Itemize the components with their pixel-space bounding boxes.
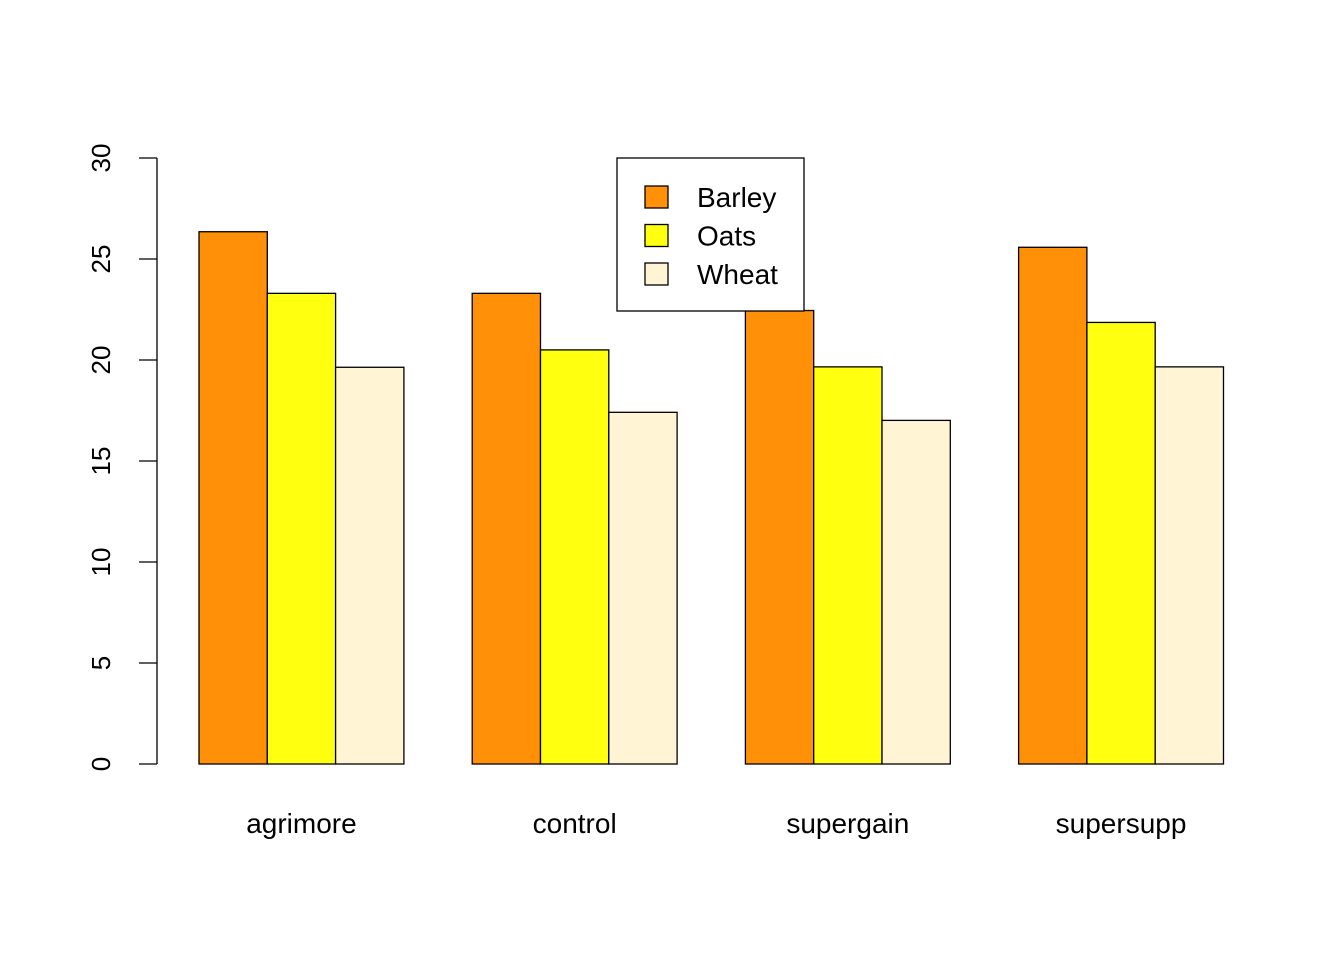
y-tick-label: 30 xyxy=(86,144,116,173)
bar-oats-supersupp xyxy=(1086,321,1156,765)
bar-wheat-supersupp xyxy=(1154,366,1225,765)
y-tick-label: 20 xyxy=(86,346,116,375)
x-tick-label-agrimore: agrimore xyxy=(246,808,356,839)
y-tick-label: 0 xyxy=(86,757,116,771)
bar-wheat-supergain xyxy=(881,419,951,765)
bar-oats-agrimore xyxy=(266,292,337,765)
legend: Barley Oats Wheat xyxy=(616,157,805,312)
bar-barley-supergain xyxy=(744,309,815,765)
x-tick-label-supergain: supergain xyxy=(786,808,909,839)
bar-oats-control xyxy=(539,349,610,765)
bar-oats-supergain xyxy=(813,366,883,765)
y-tick-label: 15 xyxy=(86,447,116,476)
bar-wheat-control xyxy=(608,411,678,765)
legend-label-wheat: Wheat xyxy=(697,259,778,290)
y-tick-label: 10 xyxy=(86,548,116,577)
bar-barley-supersupp xyxy=(1017,246,1088,765)
y-tick-label: 5 xyxy=(86,656,116,670)
y-tick-label: 25 xyxy=(86,245,116,274)
legend-label-barley: Barley xyxy=(697,182,776,213)
x-tick-label-control: control xyxy=(533,808,617,839)
legend-swatch-wheat xyxy=(644,262,669,286)
x-axis-labels: agrimore control supergain supersupp xyxy=(246,808,1186,839)
bar-barley-control xyxy=(471,292,542,765)
bars xyxy=(198,231,1225,765)
y-axis: 0 5 10 15 20 25 30 xyxy=(86,144,158,771)
legend-swatch-barley xyxy=(644,185,669,209)
bar-wheat-agrimore xyxy=(334,366,405,765)
x-tick-label-supersupp: supersupp xyxy=(1056,808,1187,839)
legend-swatch-oats xyxy=(644,223,669,248)
bar-barley-agrimore xyxy=(198,231,268,765)
legend-label-oats: Oats xyxy=(697,221,756,252)
